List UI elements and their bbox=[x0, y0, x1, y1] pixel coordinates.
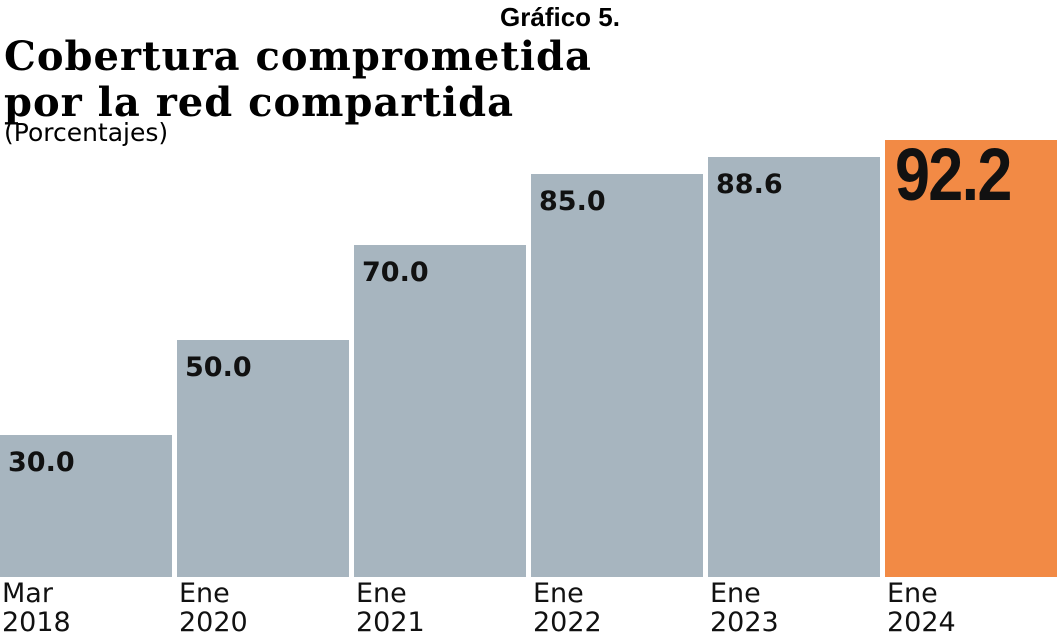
x-tick-label: Ene 2022 bbox=[533, 578, 602, 638]
value-label: 50.0 bbox=[185, 352, 252, 383]
x-tick-label: Ene 2020 bbox=[179, 578, 248, 638]
chart-header: Gráfico 5. bbox=[500, 2, 620, 32]
value-label: 92.2 bbox=[895, 133, 1012, 216]
x-tick-label: Ene 2021 bbox=[356, 578, 425, 638]
chart-subtitle: (Porcentajes) bbox=[4, 118, 169, 147]
bar bbox=[531, 174, 703, 577]
bar bbox=[0, 434, 172, 577]
chart-title: Cobertura comprometida por la red compar… bbox=[4, 33, 592, 126]
value-label: 70.0 bbox=[362, 257, 429, 289]
value-label: 30.0 bbox=[8, 446, 75, 478]
x-tick-label: Ene 2023 bbox=[710, 578, 779, 638]
value-label: 88.6 bbox=[716, 169, 783, 201]
bar bbox=[885, 140, 1057, 577]
bar bbox=[177, 340, 349, 577]
bar bbox=[354, 245, 526, 577]
x-tick-label: Ene 2024 bbox=[887, 578, 956, 638]
value-label: 85.0 bbox=[539, 186, 606, 218]
bar bbox=[708, 157, 880, 577]
x-tick-label: Mar 2018 bbox=[2, 578, 71, 638]
